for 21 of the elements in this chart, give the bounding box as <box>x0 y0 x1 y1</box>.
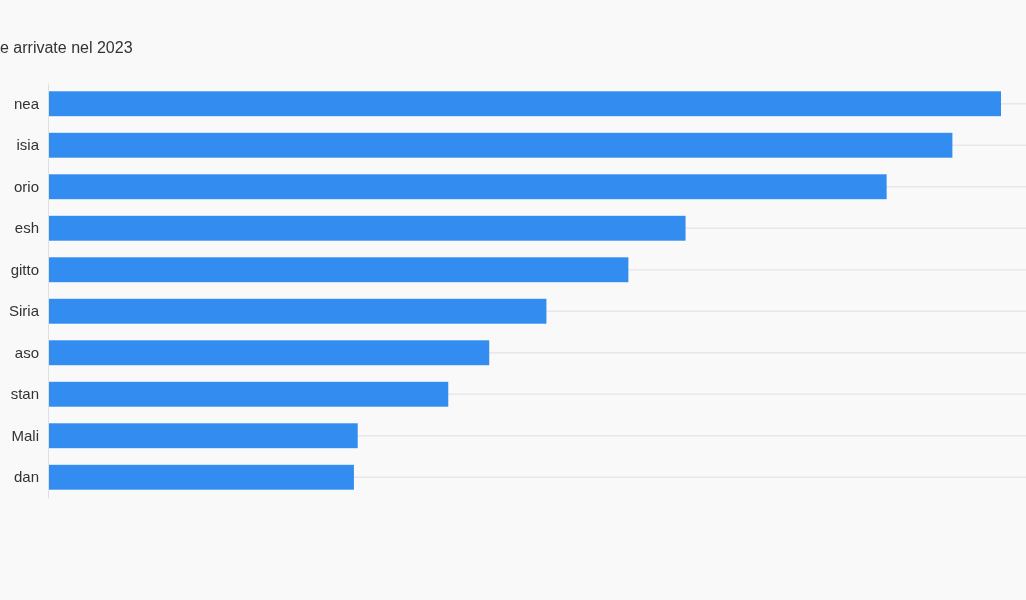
bar <box>48 132 953 158</box>
bar <box>48 464 354 490</box>
y-tick-label: gitto <box>10 260 39 278</box>
bar <box>48 174 887 200</box>
y-tick-label: aso <box>14 343 39 361</box>
y-tick-label: nea <box>13 94 40 112</box>
y-tick-label: orio <box>13 177 39 195</box>
y-tick-label: esh <box>14 219 39 237</box>
y-tick-label: isia <box>16 136 40 154</box>
y-tick-label: dan <box>13 468 39 486</box>
bar <box>48 91 1001 117</box>
y-tick-label: stan <box>10 385 39 403</box>
bar <box>48 423 358 449</box>
bar <box>48 215 686 241</box>
y-tick-label: Siria <box>8 302 40 320</box>
y-tick-label: Mali <box>11 426 39 444</box>
chart-title: e arrivate nel 2023 <box>0 39 133 56</box>
bar <box>48 298 547 324</box>
bar <box>48 340 490 366</box>
bar <box>48 257 629 283</box>
bar <box>48 381 449 407</box>
